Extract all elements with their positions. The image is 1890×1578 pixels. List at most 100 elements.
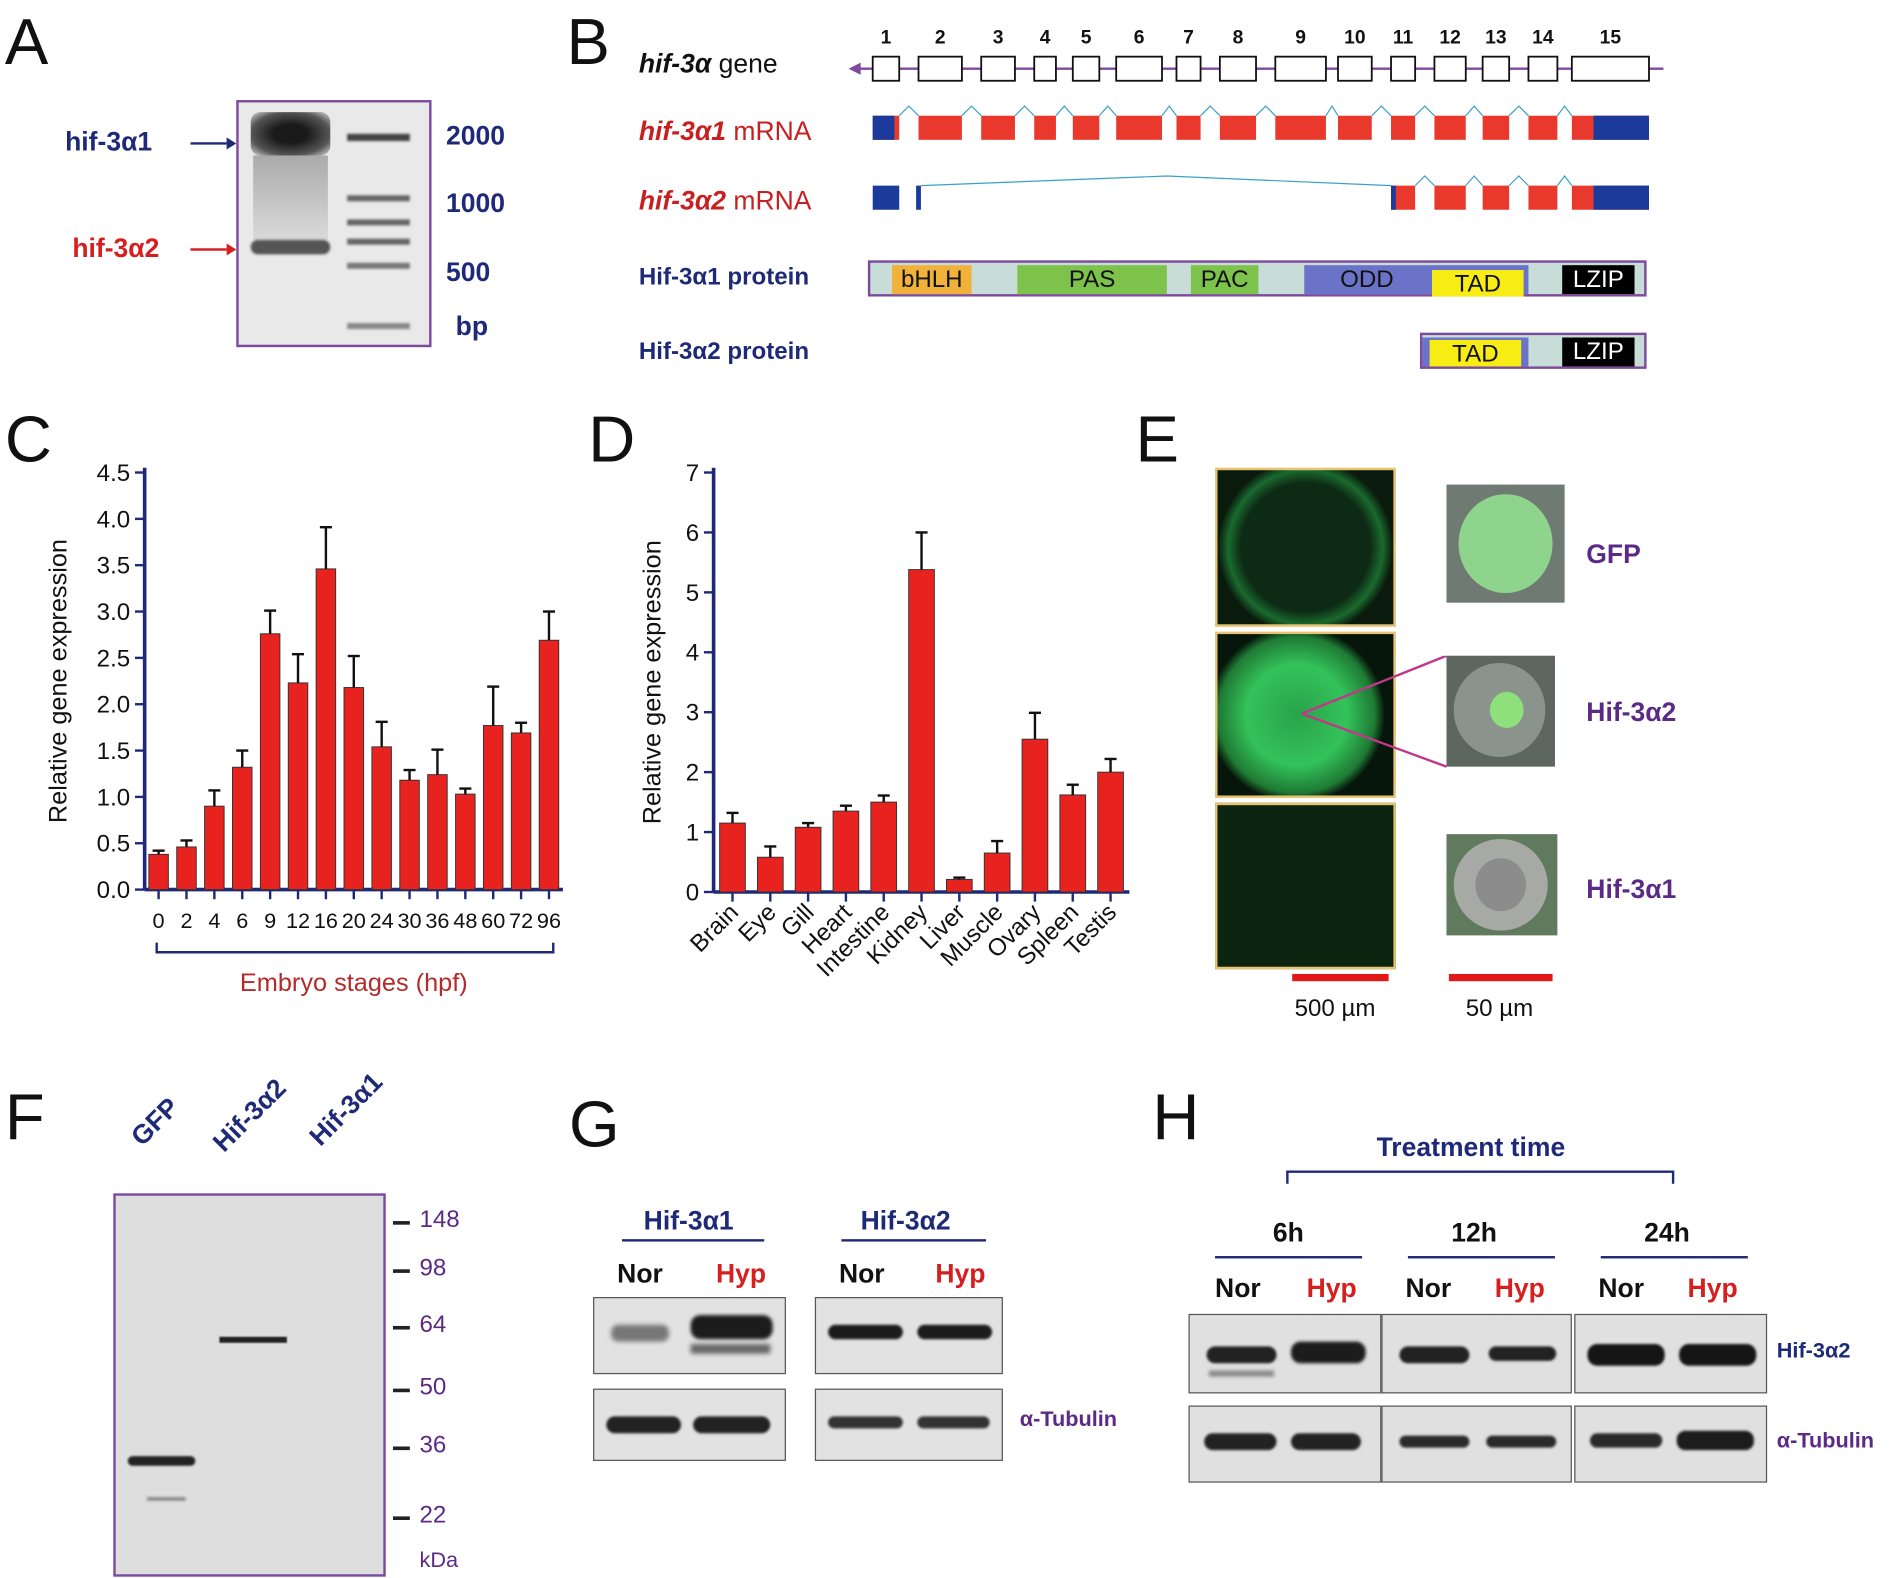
mrna1-exon — [1275, 115, 1326, 140]
title-bracket — [1286, 1170, 1675, 1184]
splice-line — [1556, 174, 1573, 186]
domain-lzip: LZIP — [1562, 337, 1635, 367]
x-tick-label: 6 — [236, 908, 248, 933]
mrna1-exon — [981, 115, 1015, 140]
bar — [399, 779, 420, 891]
arrow-icon — [190, 137, 237, 150]
bar — [315, 568, 337, 891]
exon-box — [1115, 55, 1163, 82]
bar — [455, 793, 476, 891]
domain-odd: ODD — [1340, 266, 1394, 293]
zoom-lines — [1301, 655, 1447, 768]
chart-c: 0.00.51.01.52.02.53.03.54.04.50 2 4 6 9 12 16 2… — [44, 460, 563, 997]
marker-label: 36 — [419, 1432, 447, 1459]
x-tick-label: 60 — [481, 908, 505, 933]
x-tick-label: 72 — [509, 908, 533, 933]
y-tick-label: 0 — [686, 879, 699, 906]
row-label-hif3a1: Hif-3α1 — [1586, 873, 1677, 905]
mrna1-exon — [1337, 115, 1372, 140]
lane-label-hyp: Hyp — [1687, 1272, 1738, 1304]
exon-box — [1274, 55, 1327, 82]
domain-tad: TAD — [1429, 339, 1522, 368]
splice-line — [1055, 105, 1074, 117]
x-tick-label: 4 — [208, 908, 220, 933]
marker-tick — [392, 1325, 410, 1330]
bar — [482, 725, 504, 891]
ladder-band — [347, 238, 410, 245]
band-gfp-faint — [147, 1497, 186, 1501]
y-tick-label: 2 — [686, 760, 699, 787]
exon-number: 5 — [1081, 27, 1092, 48]
utr-5 — [872, 115, 895, 140]
treatment-time-title: Treatment time — [1376, 1131, 1566, 1163]
panel-label-e: E — [1135, 403, 1179, 477]
splice-line — [920, 175, 1392, 187]
x-tick-label: 9 — [264, 908, 276, 933]
splice-line — [1414, 105, 1435, 117]
utr-5b — [916, 185, 921, 210]
lane-label-nor: Nor — [838, 1258, 885, 1289]
bar — [1097, 771, 1124, 893]
gel-image — [236, 100, 432, 348]
x-tick-label: 2 — [180, 908, 192, 933]
exon-box — [917, 55, 963, 82]
mrna2-name: hif-3α2 — [638, 185, 727, 216]
row-label-hif3a2: Hif-3α2 — [1586, 696, 1677, 727]
utr-3 — [1593, 185, 1649, 210]
exon-number: 2 — [935, 27, 946, 48]
blot-h-tub-6h — [1188, 1405, 1382, 1483]
exon-box — [1337, 55, 1373, 82]
image-hif3a2-high — [1446, 655, 1555, 767]
exon-number: 9 — [1295, 27, 1306, 48]
lane-label-hyp: Hyp — [1306, 1272, 1357, 1304]
ladder-band — [347, 219, 410, 226]
blot-h-12h — [1381, 1313, 1572, 1394]
mrna1-word: mRNA — [726, 115, 812, 146]
y-tick-label: 7 — [686, 460, 699, 487]
label-hif-3a1: hif-3α1 — [65, 126, 153, 157]
y-tick-label: 2.0 — [97, 692, 130, 719]
exon-number: 8 — [1233, 27, 1244, 48]
bar — [287, 682, 309, 891]
marker-label: 50 — [419, 1374, 447, 1401]
image-gfp-low — [1215, 467, 1396, 627]
exon-number: 10 — [1344, 27, 1365, 48]
row-label-hif3a2-h: Hif-3α2 — [1776, 1337, 1851, 1363]
utr-5c — [1391, 185, 1396, 210]
marker-tick — [392, 1516, 410, 1521]
y-axis-label: Relative gene expression — [639, 540, 667, 824]
x-axis-label: Embryo stages (hpf) — [240, 969, 468, 997]
bar — [538, 639, 560, 891]
protein1-bar: bHLH PAS PAC ODD TAD LZIP — [867, 260, 1647, 298]
splice-line — [1556, 105, 1573, 117]
band-gfp — [127, 1456, 196, 1466]
marker-label: 148 — [419, 1206, 460, 1234]
domain-lzip: LZIP — [1562, 265, 1635, 295]
bar — [832, 810, 860, 893]
gene-label: hif-3α gene — [639, 48, 778, 79]
lane-label-nor: Nor — [617, 1258, 663, 1289]
exon-number: 13 — [1485, 27, 1507, 48]
x-tick-label: 12 — [286, 908, 310, 933]
ladder-band — [347, 323, 410, 330]
bar — [510, 732, 532, 891]
panel-label-d: D — [588, 403, 636, 477]
mrna1-name: hif-3α1 — [638, 115, 727, 146]
lane-label-hyp: Hyp — [1494, 1272, 1545, 1304]
blot-h-24h — [1574, 1313, 1768, 1394]
mrna2-word: mRNA — [726, 185, 812, 216]
y-tick-label: 1 — [686, 820, 699, 847]
scale-bar-500 — [1292, 973, 1389, 982]
band-hif3a2 — [219, 1336, 287, 1343]
x-tick-label: 96 — [537, 908, 561, 933]
bar — [148, 853, 169, 891]
panel-label-f: F — [4, 1081, 45, 1154]
mrna1-exon — [1434, 115, 1466, 140]
splice-line — [961, 105, 982, 117]
mrna1-exon — [1219, 115, 1257, 140]
protein2-bar: TAD LZIP — [1419, 332, 1647, 369]
bar — [427, 774, 448, 891]
gene-structure: 1 2 3 4 5 6 7 8 9 10 11 12 13 14 15 — [848, 27, 1664, 210]
splice-line — [1414, 175, 1435, 187]
